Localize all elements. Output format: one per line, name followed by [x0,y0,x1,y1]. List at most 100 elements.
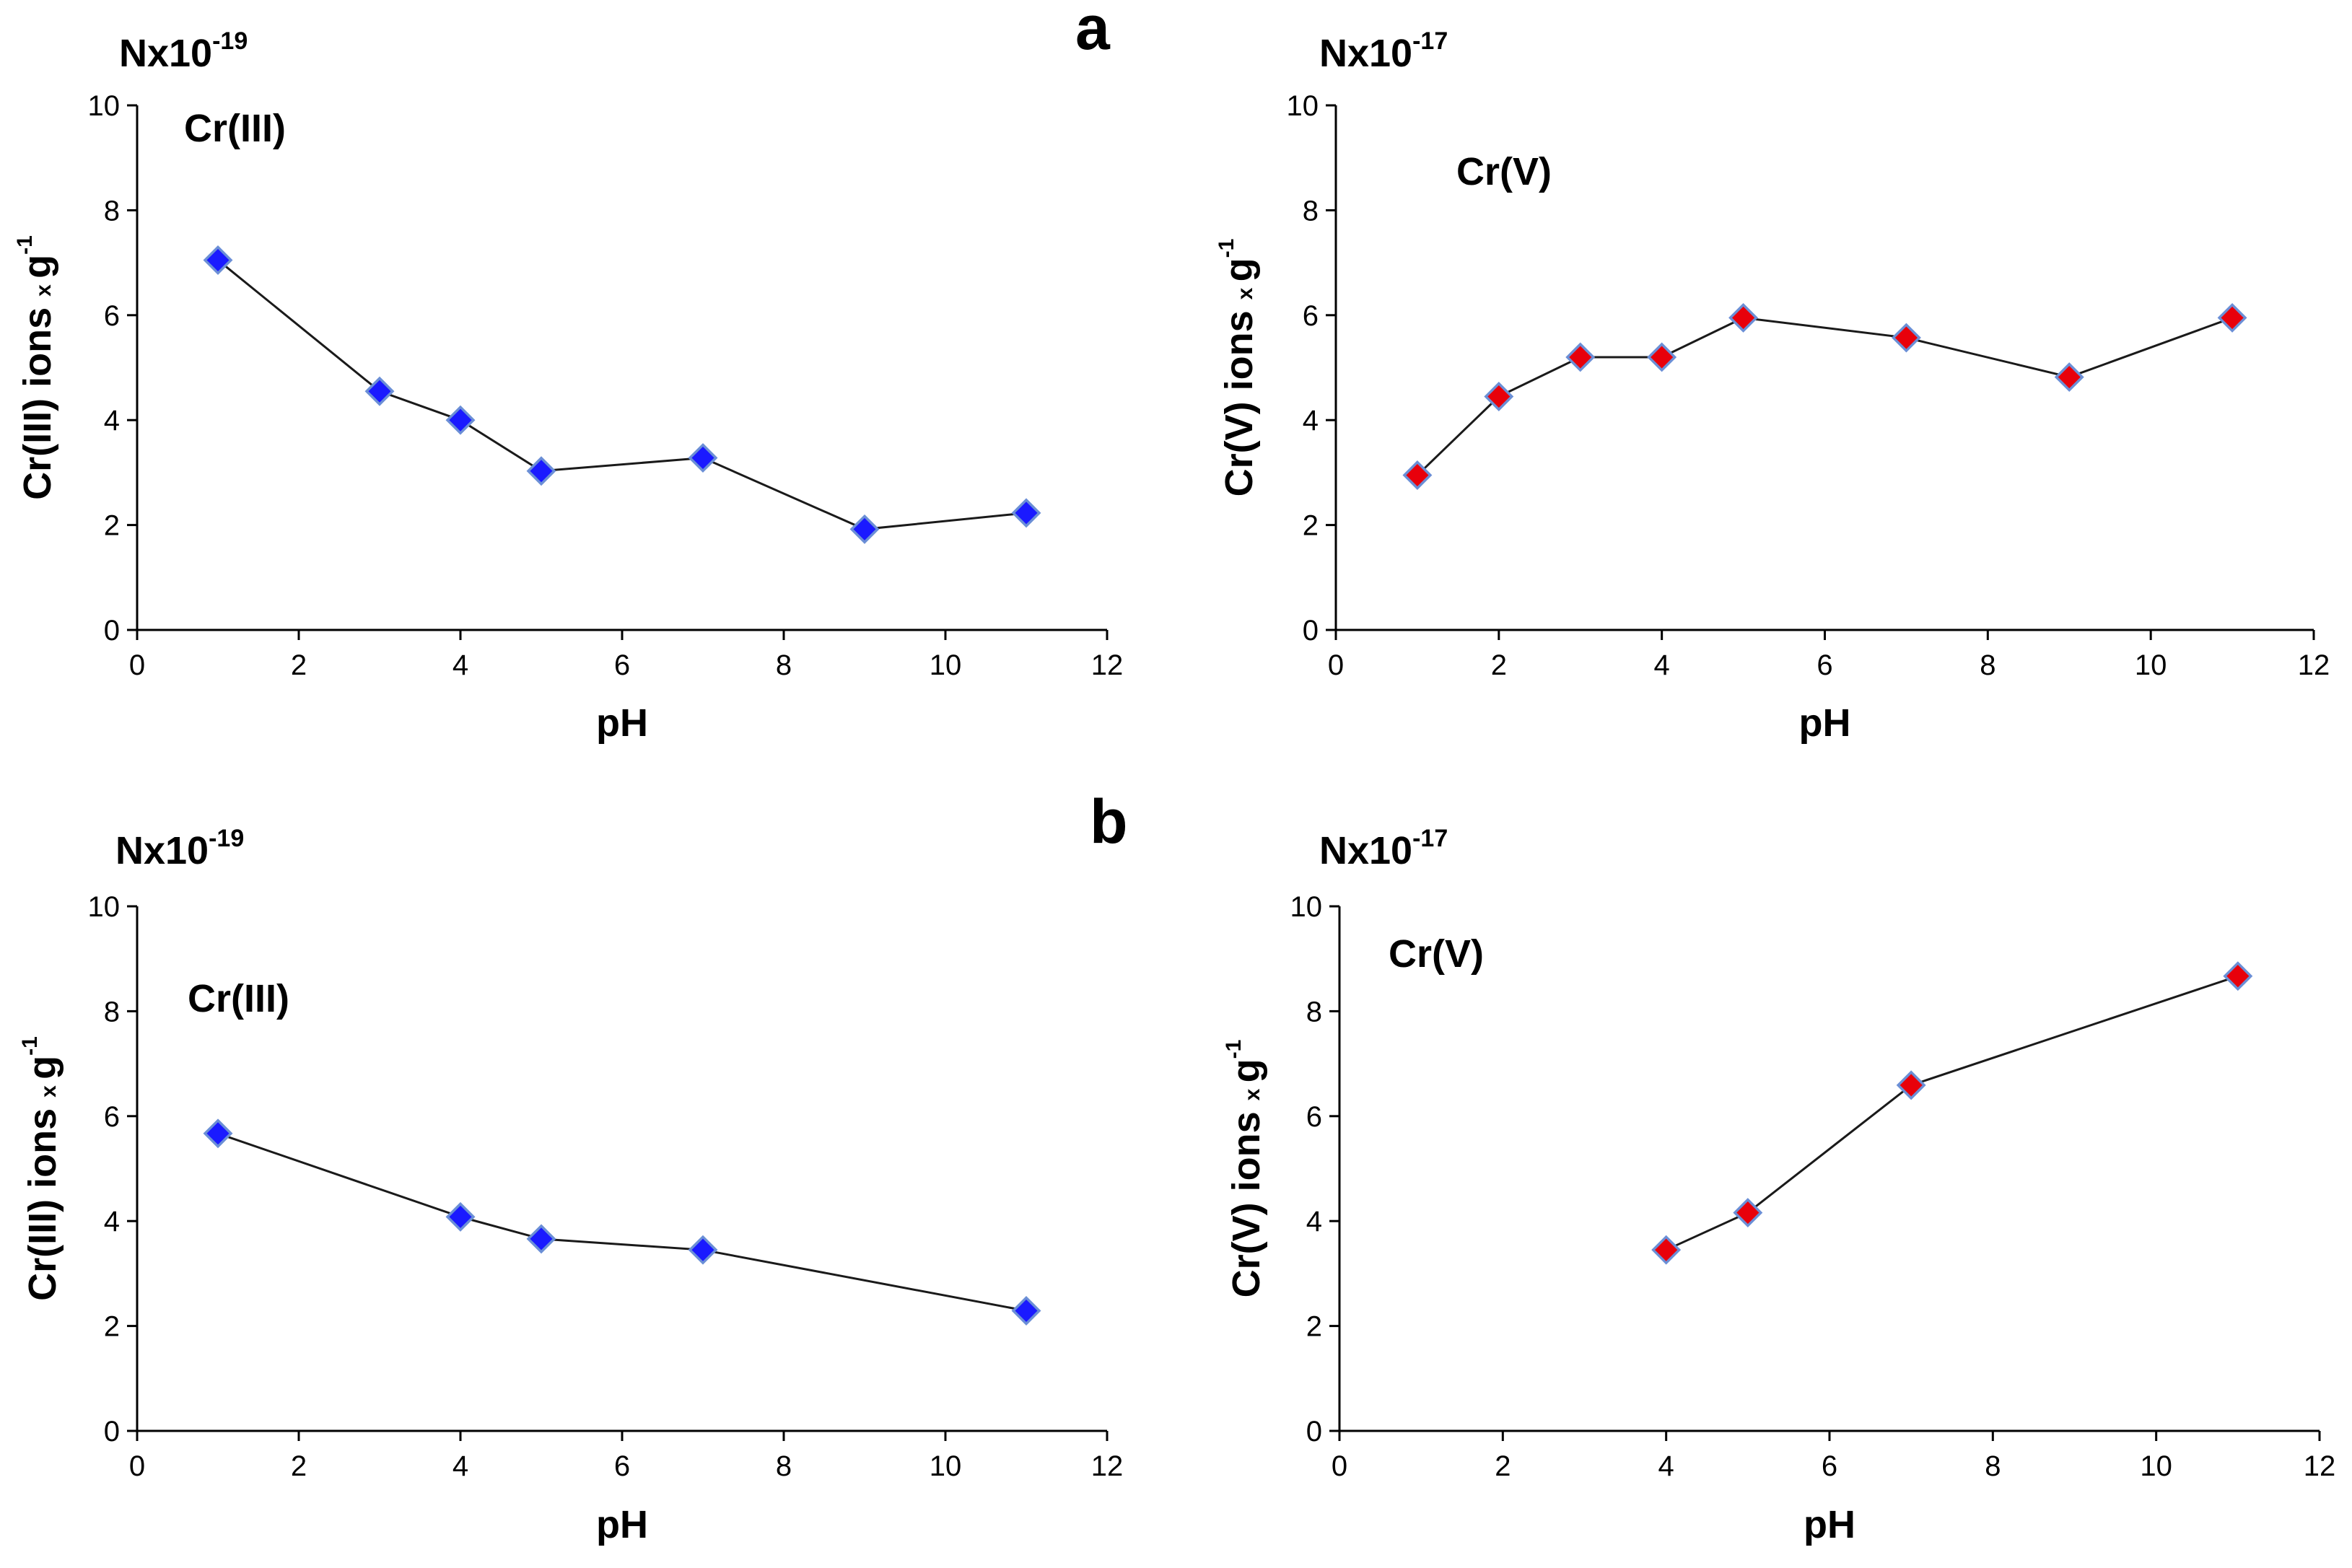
data-point [2223,961,2253,991]
x-tick-label: 4 [453,649,468,681]
y-tick-label: 8 [104,996,120,1028]
y-tick-label: 8 [1303,195,1319,227]
x-axis-title: pH [596,701,648,745]
data-point [1647,342,1677,372]
y-tick-label: 10 [1287,90,1319,122]
data-point [849,514,880,544]
y-tick-label: 0 [104,615,120,647]
x-tick-label: 0 [1332,1450,1347,1482]
charts: 0 2 4 6 8 10 0 2 4 6 8 10 12 pH Cr(III) ions x g-1 Nx10… [13,27,2335,1546]
x-tick-label: 4 [453,1450,468,1482]
x-axis-title: pH [1799,701,1851,745]
series-label: Cr(V) [1389,932,1484,976]
x-tick-label: 10 [2135,649,2167,681]
y-axis-title: Cr(III) ions x g-1 [18,1036,64,1301]
x-tick-label: 4 [1654,649,1670,681]
y-tick-label: 10 [88,90,121,122]
x-tick-label: 6 [614,1450,630,1482]
x-tick-label: 4 [1658,1450,1674,1482]
x-tick-label: 12 [2298,649,2330,681]
y-axis-title: Cr(III) ions x g-1 [13,235,59,500]
x-tick-label: 10 [2140,1450,2172,1482]
scale-label: Nx10-19 [115,825,244,872]
x-tick-label: 10 [930,1450,962,1482]
x-tick-label: 8 [776,1450,792,1482]
x-tick-label: 2 [1491,649,1507,681]
data-point [1402,460,1433,491]
y-tick-label: 6 [104,1101,120,1133]
data-point [1728,302,1759,333]
data-point [445,405,476,435]
y-tick-label: 10 [88,891,121,923]
data-point [688,1235,718,1265]
x-tick-label: 12 [1091,1450,1124,1482]
chart-b-left: 0 2 4 6 8 10 0 2 4 6 8 10 12 pH Cr(III) ions x g-1 Nx10… [18,825,1123,1546]
data-point [526,456,556,486]
x-tick-label: 12 [1091,649,1124,681]
data-point [1011,1296,1041,1326]
series-line [1666,975,2239,1251]
x-axis-title: pH [1804,1503,1855,1546]
y-axis-title: Cr(V) ions x g-1 [1215,239,1261,497]
data-point [203,245,233,275]
data-point [1896,1070,1926,1100]
y-tick-label: 2 [104,1311,120,1343]
data-point [1565,342,1596,372]
chart-b-right: 0 2 4 6 8 10 0 2 4 6 8 10 12 pH Cr(V) ions x g-1 Nx10-1… [1222,825,2335,1546]
x-tick-label: 2 [291,1450,307,1482]
y-tick-label: 4 [104,1206,120,1238]
scale-label: Nx10-17 [1319,825,1448,872]
y-tick-label: 4 [104,405,120,437]
data-point [1484,382,1514,411]
panel-label-b: b [1090,787,1128,857]
x-tick-label: 6 [1817,649,1832,681]
x-axis-title: pH [596,1503,648,1546]
y-tick-label: 4 [1306,1206,1322,1238]
x-tick-label: 8 [1980,649,1995,681]
series-label: Cr(V) [1456,150,1552,193]
y-axis-title: Cr(V) ions x g-1 [1222,1040,1268,1298]
x-tick-label: 2 [291,649,307,681]
x-tick-label: 12 [2304,1450,2336,1482]
x-tick-label: 0 [129,649,145,681]
x-tick-label: 0 [1328,649,1344,681]
data-point [526,1224,556,1254]
x-tick-label: 6 [614,649,630,681]
series-line [1416,316,2233,476]
x-tick-label: 8 [776,649,792,681]
y-tick-label: 0 [1306,1416,1322,1447]
data-point [1891,323,1921,353]
data-point [445,1201,476,1232]
data-point [1011,498,1041,528]
data-point [364,376,395,406]
x-tick-label: 2 [1495,1450,1511,1482]
data-point [1651,1235,1682,1265]
scale-label: Nx10-17 [1319,27,1448,75]
y-tick-label: 8 [1306,996,1322,1028]
y-tick-label: 4 [1303,405,1319,437]
y-tick-label: 10 [1290,891,1323,923]
data-point [688,443,718,473]
series-label: Cr(III) [188,977,289,1020]
y-tick-label: 0 [104,1416,120,1447]
panel-label-a: a [1075,0,1111,63]
y-tick-label: 2 [1303,510,1319,542]
chart-a-right: 0 2 4 6 8 10 0 2 4 6 8 10 12 pH Cr(V) ions x g-1 Nx10-1… [1215,27,2330,745]
y-tick-label: 6 [1306,1101,1322,1133]
x-tick-label: 6 [1822,1450,1837,1482]
y-tick-label: 6 [104,300,120,332]
x-tick-label: 10 [930,649,962,681]
y-tick-label: 0 [1303,615,1319,647]
data-point [2217,302,2247,333]
chart-a-left: 0 2 4 6 8 10 0 2 4 6 8 10 12 pH Cr(III) ions x g-1 Nx10… [13,27,1123,745]
data-point [203,1118,233,1149]
x-tick-label: 8 [1985,1450,2001,1482]
data-point [1733,1198,1763,1228]
scale-label: Nx10-19 [119,27,248,75]
series-line [217,259,1027,530]
y-tick-label: 8 [104,195,120,227]
series-line [217,1132,1027,1312]
y-tick-label: 2 [104,510,120,542]
y-tick-label: 6 [1303,300,1319,332]
